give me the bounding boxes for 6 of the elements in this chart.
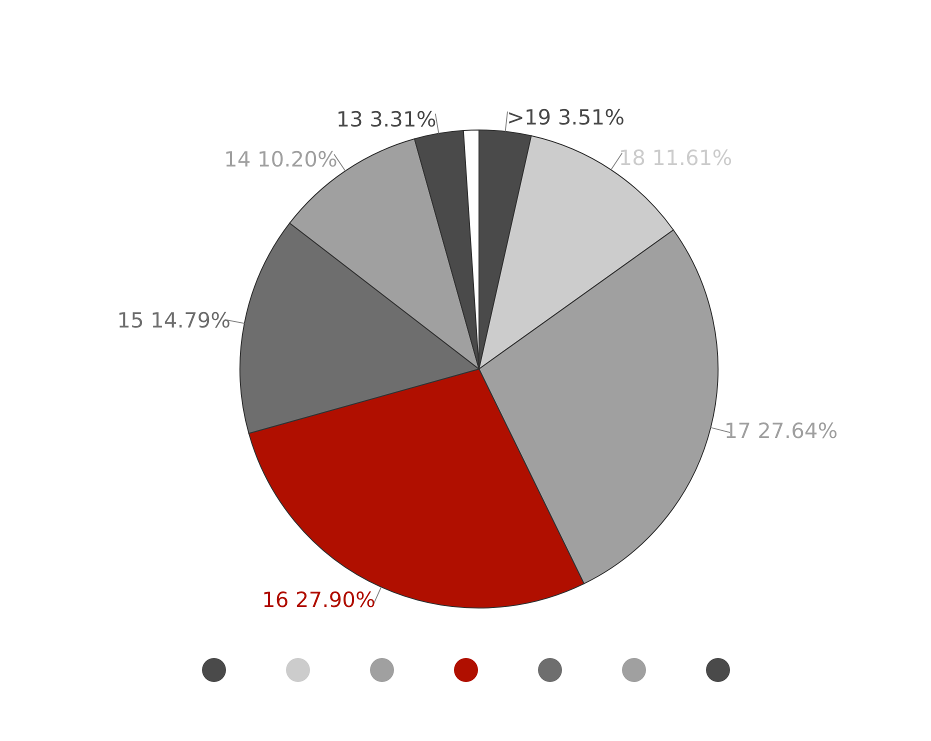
slice-label: 16 27.90%: [262, 588, 376, 612]
slice-label: 15 14.79%: [117, 308, 231, 333]
slice-label: 14 10.20%: [224, 147, 338, 172]
slice-label: 13 3.31%: [336, 108, 436, 132]
slice-label: >19 3.51%: [506, 106, 625, 130]
slice-label: 17 27.64%: [724, 418, 838, 443]
